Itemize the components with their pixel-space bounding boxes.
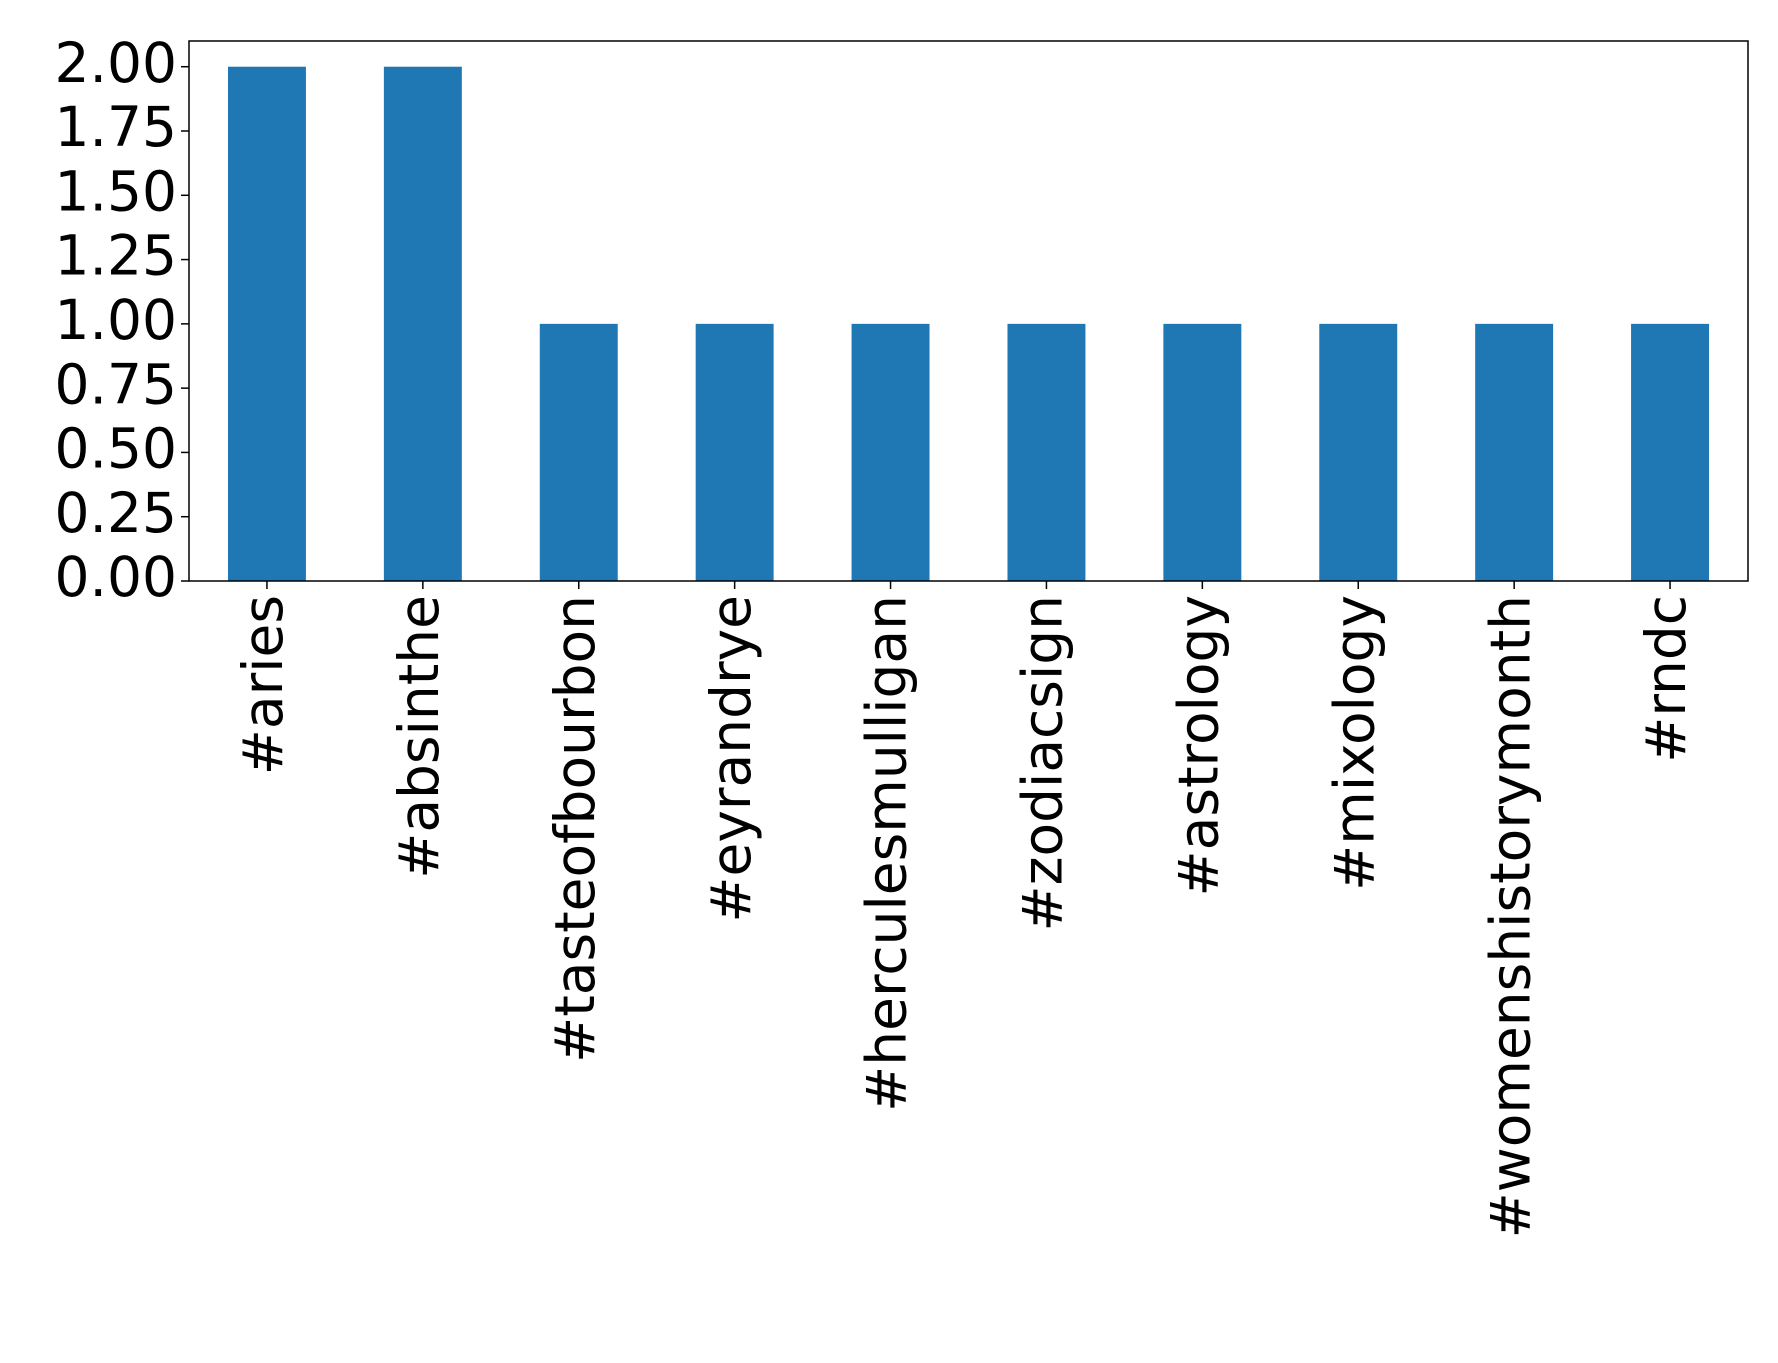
- y-tick-label: 1.75: [55, 95, 177, 159]
- x-tick-label: #herculesmulligan: [855, 595, 919, 1112]
- bar: [1163, 323, 1242, 581]
- bar: [695, 323, 774, 581]
- y-tick-label: 1.25: [55, 224, 177, 288]
- y-tick-label: 0.50: [55, 417, 177, 481]
- x-tick-label: #aries: [231, 595, 295, 775]
- y-tick-label: 1.50: [55, 159, 177, 223]
- y-tick-label: 0.25: [55, 481, 177, 545]
- y-tick-label: 0.00: [55, 545, 177, 609]
- x-tick-label: #absinthe: [387, 595, 451, 879]
- bar: [1631, 323, 1710, 581]
- x-tick-label: #rndc: [1634, 595, 1698, 763]
- bar: [1007, 323, 1086, 581]
- x-tick-label: #womenshistorymonth: [1478, 595, 1542, 1238]
- bar: [1319, 323, 1398, 581]
- y-tick-label: 0.75: [55, 352, 177, 416]
- bar: [383, 66, 462, 581]
- x-tick-label: #mixology: [1322, 595, 1386, 891]
- plot-frame: [188, 40, 1749, 582]
- y-tick-label: 2.00: [55, 31, 177, 95]
- bar: [851, 323, 930, 581]
- x-tick-label: #zodiacsign: [1011, 595, 1075, 931]
- bar: [539, 323, 618, 581]
- bar: [227, 66, 306, 581]
- x-tick-label: #eyrandrye: [699, 595, 763, 923]
- y-tick-label: 1.00: [55, 288, 177, 352]
- x-tick-label: #astrology: [1166, 595, 1230, 896]
- x-tick-label: #tasteofbourbon: [543, 595, 607, 1063]
- bar: [1475, 323, 1554, 581]
